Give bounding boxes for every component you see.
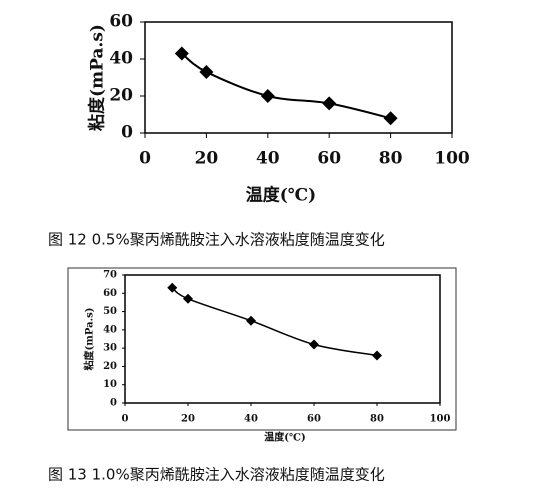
- marker: [174, 46, 189, 61]
- y-axis-label: 粘度(mPa.s): [87, 24, 108, 131]
- marker: [167, 282, 178, 293]
- y-tick-label: 60: [109, 12, 133, 32]
- y-tick-label: 0: [121, 123, 133, 143]
- x-tick-label: 40: [256, 149, 280, 169]
- x-axis-label: 温度(℃): [246, 185, 316, 206]
- y-tick-label: 50: [103, 306, 117, 317]
- marker: [260, 89, 275, 103]
- plot-frame: [124, 274, 441, 404]
- marker: [183, 293, 193, 304]
- marker: [372, 350, 382, 361]
- marker: [383, 111, 398, 126]
- y-tick-label: 20: [103, 361, 117, 372]
- series-line: [171, 287, 378, 357]
- x-tick-label: 80: [370, 414, 384, 425]
- marker: [246, 315, 256, 326]
- caption: 图 13 1.0%聚丙烯酰胺注入水溶液粘度随温度变化: [48, 466, 385, 484]
- x-tick-label: 60: [317, 149, 341, 169]
- y-axis-label: 粘度(mPa.s): [83, 308, 96, 371]
- y-tick-label: 70: [103, 270, 117, 281]
- x-tick-label: 60: [307, 414, 321, 425]
- x-axis-label: 温度(℃): [264, 431, 305, 444]
- y-tick-label: 60: [103, 288, 117, 299]
- x-tick-label: 40: [244, 414, 258, 425]
- marker: [199, 64, 214, 79]
- y-tick-label: 10: [103, 379, 117, 390]
- x-tick-label: 0: [139, 149, 151, 169]
- chart-frame: [67, 267, 457, 431]
- caption: 图 12 0.5%聚丙烯酰胺注入水溶液粘度随温度变化: [48, 231, 385, 249]
- x-tick-label: 100: [430, 414, 451, 425]
- y-tick-label: 30: [103, 343, 117, 354]
- marker: [322, 96, 337, 111]
- y-tick-label: 40: [109, 49, 133, 69]
- x-tick-label: 0: [122, 414, 129, 425]
- x-tick-label: 20: [195, 149, 219, 169]
- y-tick-label: 20: [109, 86, 133, 106]
- x-tick-label: 20: [181, 414, 195, 425]
- x-tick-label: 100: [434, 149, 470, 169]
- y-tick-label: 0: [110, 398, 117, 409]
- plot-frame: [144, 21, 453, 134]
- series-line: [181, 52, 391, 120]
- y-tick-label: 40: [103, 324, 117, 335]
- x-tick-label: 80: [379, 149, 403, 169]
- marker: [309, 339, 319, 350]
